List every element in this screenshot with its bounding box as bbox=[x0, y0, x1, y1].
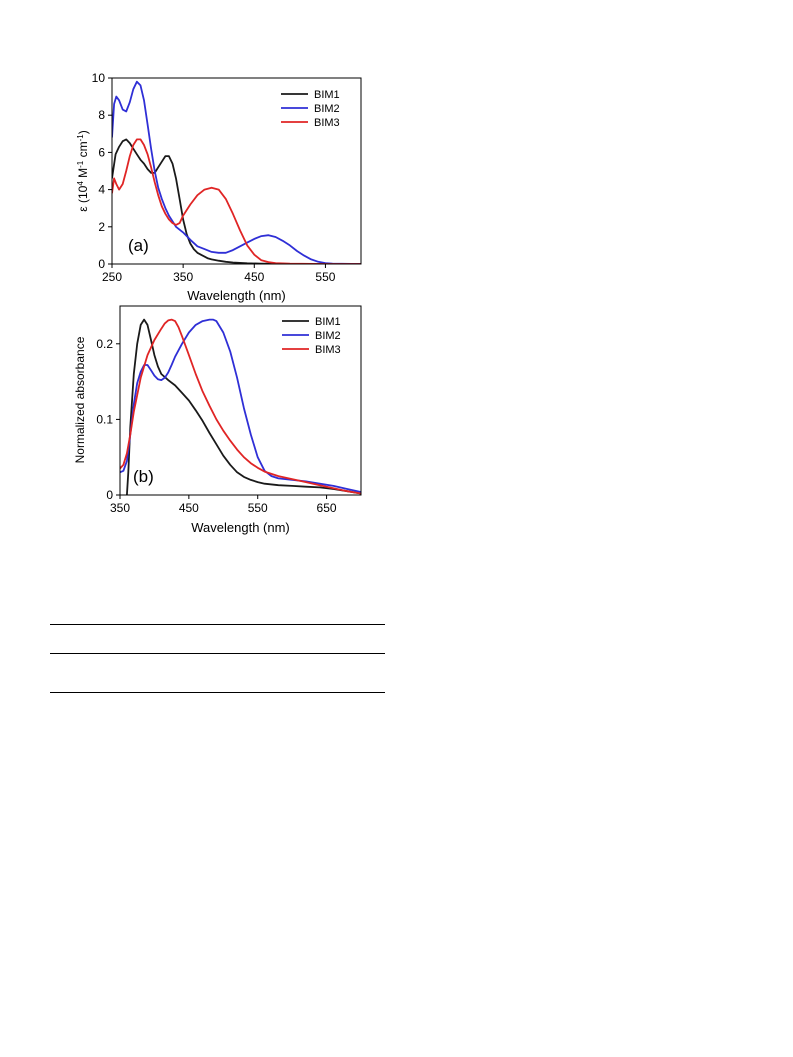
panel-a-ticks: 250 350 450 550 0 2 4 6 8 10 bbox=[92, 71, 336, 284]
panel-b-series-bim1 bbox=[126, 318, 361, 495]
panel-b-xlabel: Wavelength (nm) bbox=[191, 520, 290, 535]
x-tick-label: 350 bbox=[173, 270, 193, 284]
panel-a-ylabel: ε (104 M-1 cm-1) bbox=[76, 130, 91, 211]
table-bottom-rule bbox=[50, 692, 385, 693]
panel-a-series-bim1 bbox=[112, 138, 361, 264]
y-tick-label: 8 bbox=[98, 108, 105, 122]
x-tick-label: 550 bbox=[315, 270, 335, 284]
legend-label-bim2: BIM2 bbox=[315, 330, 341, 342]
legend-label-bim1: BIM1 bbox=[314, 89, 340, 101]
panel-b-legend: BIM1 BIM2 BIM3 bbox=[282, 316, 341, 356]
x-tick-label: 650 bbox=[317, 501, 337, 515]
legend-label-bim2: BIM2 bbox=[314, 103, 340, 115]
panel-a-series-bim2 bbox=[112, 80, 361, 264]
x-tick-label: 450 bbox=[179, 501, 199, 515]
panel-a-label: (a) bbox=[128, 236, 149, 255]
y-tick-label: 4 bbox=[98, 183, 105, 197]
x-tick-label: 350 bbox=[110, 501, 130, 515]
y-tick-label: 0.1 bbox=[96, 412, 113, 426]
legend-label-bim1: BIM1 bbox=[315, 316, 341, 328]
panel-b-series-bim2 bbox=[120, 318, 361, 493]
panel-b-label: (b) bbox=[133, 467, 154, 486]
panel-b-ticks: 350 450 550 650 0 0.1 0.2 bbox=[96, 337, 337, 515]
y-tick-label: 0 bbox=[106, 488, 113, 502]
panel-b-ylabel: Normalized absorbance bbox=[73, 336, 87, 463]
y-tick-label: 10 bbox=[92, 71, 106, 85]
panel-a: 250 350 450 550 0 2 4 6 8 10 BIM1 BIM2 BIM3 (a) Wav… bbox=[76, 71, 362, 303]
legend-label-bim3: BIM3 bbox=[314, 117, 340, 129]
figure: 250 350 450 550 0 2 4 6 8 10 BIM1 BIM2 BIM3 (a) Wav… bbox=[73, 71, 362, 535]
panel-b: 350 450 550 650 0 0.1 0.2 BIM1 BIM2 BIM3 (b) Wav… bbox=[73, 305, 362, 535]
panel-b-series-bim3 bbox=[120, 318, 361, 495]
y-tick-label: 0.2 bbox=[96, 337, 113, 351]
panel-a-series-bim3 bbox=[112, 138, 361, 264]
table-top-rule bbox=[50, 624, 385, 625]
y-tick-label: 6 bbox=[98, 145, 105, 159]
x-tick-label: 250 bbox=[102, 270, 122, 284]
panel-a-frame bbox=[111, 77, 362, 265]
panel-a-legend: BIM1 BIM2 BIM3 bbox=[281, 89, 340, 129]
x-tick-label: 450 bbox=[244, 270, 264, 284]
panel-b-frame bbox=[119, 305, 362, 496]
table-header-rule bbox=[50, 653, 385, 654]
panel-b-plot-area bbox=[119, 305, 362, 496]
panel-a-plot-area bbox=[111, 77, 362, 265]
y-tick-label: 2 bbox=[98, 220, 105, 234]
legend-label-bim3: BIM3 bbox=[315, 344, 341, 356]
x-tick-label: 550 bbox=[248, 501, 268, 515]
y-tick-label: 0 bbox=[98, 257, 105, 271]
panel-a-xlabel: Wavelength (nm) bbox=[187, 288, 286, 303]
